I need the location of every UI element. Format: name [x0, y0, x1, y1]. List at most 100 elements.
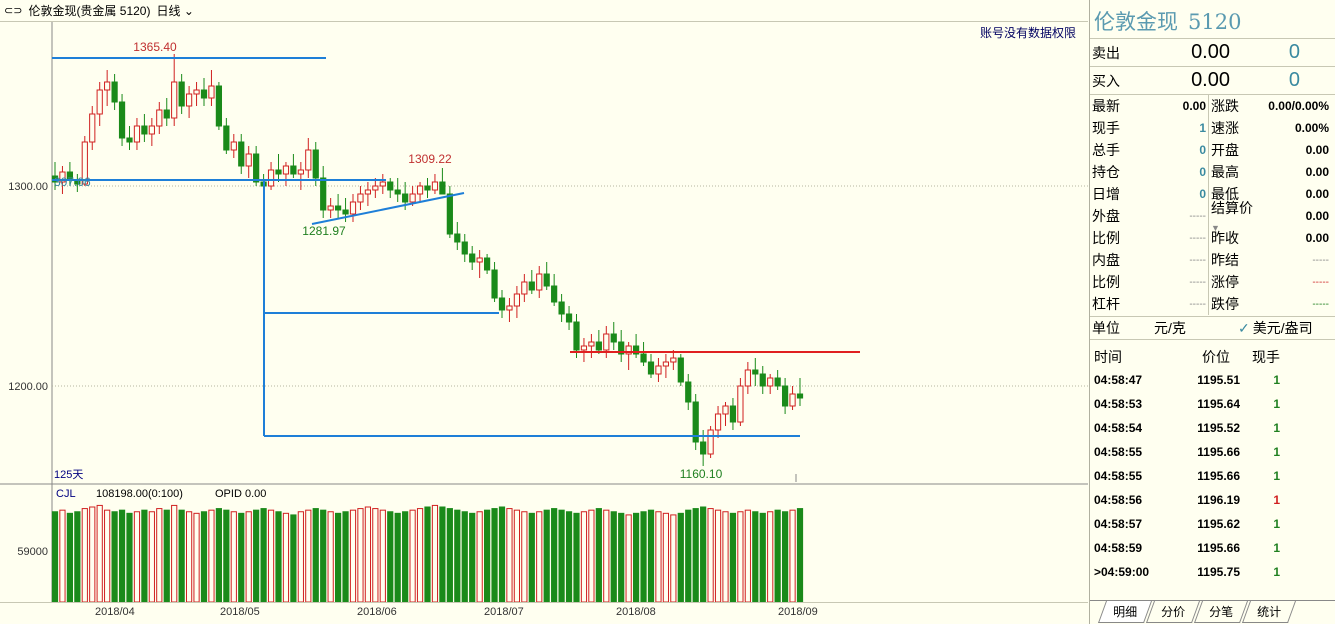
quote-label: 外盘 [1092, 208, 1120, 224]
quote-row: 比例 ----- 涨停 ----- [1090, 271, 1335, 293]
quote-value: ----- [1189, 298, 1206, 310]
volume-bar [431, 504, 439, 602]
volume-bar [372, 508, 379, 602]
quote-row: 现手 1 速涨 0.00% [1090, 117, 1335, 139]
volume-bar [148, 511, 155, 602]
quote-value: ----- [1312, 298, 1329, 310]
tab-2[interactable]: 分笔 [1194, 601, 1249, 623]
quote-separator [1208, 95, 1209, 117]
quote-label: 昨结 [1211, 252, 1239, 268]
volume-bar [632, 512, 640, 602]
candle-body [513, 293, 521, 307]
candle-body [789, 393, 796, 407]
candle-body [230, 141, 237, 151]
quote-separator [1208, 161, 1209, 183]
candle-body [305, 149, 312, 171]
candle-body [126, 137, 133, 143]
tick-price: 1195.66 [1197, 469, 1240, 483]
tab-0[interactable]: 明细 [1097, 601, 1153, 623]
tick-row: 04:58:54 1195.52 1 [1090, 416, 1335, 440]
candle-body [320, 177, 327, 211]
volume-bar [454, 509, 461, 602]
volume-bar [81, 508, 88, 602]
tick-time: 04:58:47 [1094, 373, 1143, 387]
volume-bar [387, 511, 394, 602]
volume-bar [439, 506, 446, 602]
quote-value: ----- [1189, 276, 1206, 288]
tick-vol: 1 [1273, 541, 1280, 555]
volume-bar [767, 511, 774, 602]
tab-1[interactable]: 分价 [1146, 601, 1201, 623]
candle-body [200, 89, 208, 99]
quote-separator [1208, 117, 1209, 139]
candle-body [342, 209, 349, 215]
volume-bar [364, 506, 372, 602]
tick-vol: 1 [1273, 445, 1280, 459]
volume-bar [171, 504, 178, 602]
candle-body [692, 401, 699, 443]
volume-bar [245, 511, 252, 602]
candle-body [446, 193, 453, 235]
candle-body [454, 233, 461, 243]
tick-price: 1195.62 [1197, 517, 1240, 531]
tab-3[interactable]: 统计 [1242, 601, 1297, 623]
quote-value: 0.00 [1182, 99, 1206, 113]
dropdown-arrow-icon[interactable]: ▼ [1211, 223, 1220, 233]
candle-body [171, 81, 178, 119]
candle-body [267, 169, 275, 187]
tick-header: 时间 价位 现手 [1094, 349, 1280, 365]
candle-body [752, 369, 759, 375]
candle-body [603, 333, 610, 351]
tick-price: 1195.52 [1197, 421, 1240, 435]
volume-bar [193, 512, 200, 602]
candle-body [215, 85, 223, 127]
candle-body [81, 141, 88, 185]
sell-vol: 0 [1288, 41, 1300, 63]
period-dropdown[interactable]: 日线 ⌄ [156, 4, 194, 18]
quote-value: 0.00 [1305, 165, 1329, 179]
instrument-title[interactable]: 伦敦金现(贵金属 5120) [28, 4, 151, 18]
candle-body [476, 257, 483, 263]
volume-bar [118, 509, 126, 602]
quote-label: 涨停 [1211, 274, 1239, 290]
level-label-left: 307.06 [54, 175, 91, 189]
candle-body [528, 281, 535, 291]
candle-body [282, 165, 290, 175]
candle-body [521, 281, 528, 295]
tick-price: 1196.19 [1197, 493, 1240, 507]
candle-body [312, 149, 319, 179]
candle-body [722, 405, 729, 415]
candle-body [357, 193, 364, 203]
candle-body [156, 109, 163, 127]
quote-label: 总手 [1092, 142, 1120, 158]
volume-bar [185, 511, 193, 602]
unit-usd[interactable]: 美元/盎司 [1252, 320, 1313, 336]
candle-body [558, 301, 565, 315]
volume-bar [670, 514, 677, 602]
tick-vol: 1 [1273, 565, 1280, 579]
volume-bar [141, 509, 148, 602]
tick-vol: 1 [1273, 397, 1280, 411]
candle-body [662, 361, 670, 367]
link-icon[interactable]: ⊂⊃ [4, 5, 23, 17]
kline-chart[interactable]: 1300.00 1200.00 59000 1365.40 1309.22 1281.9… [0, 22, 1088, 602]
volume-bar [446, 508, 453, 602]
quote-label: 日增 [1092, 186, 1120, 202]
volume-bar [334, 512, 342, 602]
volume-bar [551, 508, 558, 602]
volume-bar [163, 509, 170, 602]
volume-bar [513, 509, 521, 602]
candle-body [595, 341, 602, 351]
unit-cny[interactable]: 元/克 [1154, 320, 1186, 336]
volume-bar [640, 511, 647, 602]
tick-time: 04:58:57 [1094, 517, 1143, 531]
candle-body [133, 125, 141, 143]
volume-bar [51, 511, 59, 602]
volume-bar [133, 511, 141, 602]
candle-body [543, 273, 550, 287]
candle-body [573, 321, 580, 351]
candle-body [297, 169, 304, 175]
price-tick-label: 1200.00 [8, 381, 48, 393]
volume-bar [781, 511, 789, 602]
volume-bar [528, 512, 535, 602]
